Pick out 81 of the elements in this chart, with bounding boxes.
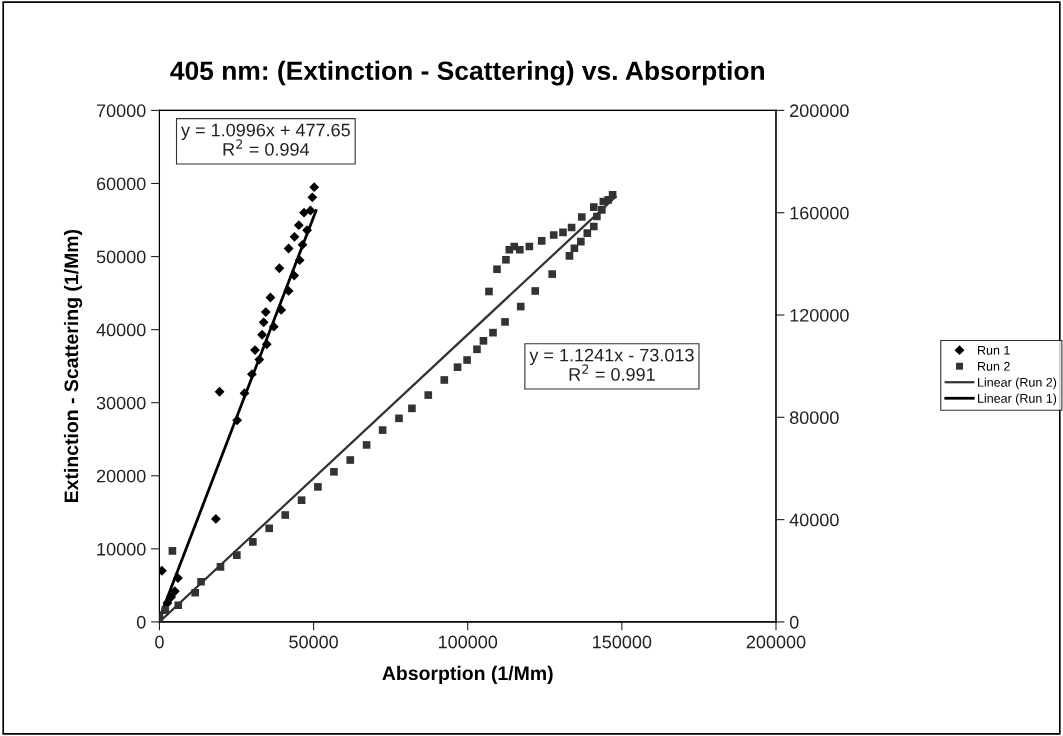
point [489, 328, 497, 337]
point [289, 231, 300, 242]
point [378, 426, 387, 434]
x-axis-title: Absorption (1/Mm) [382, 665, 553, 684]
point [516, 302, 525, 311]
y-tick-label: 60000 [96, 177, 146, 191]
point [549, 231, 558, 239]
annotation: y = 1.1241x - 73.013 R$^{2}$ = 0.991 [529, 348, 694, 381]
point [362, 441, 371, 449]
point [191, 588, 200, 597]
point [330, 467, 338, 476]
point [548, 270, 557, 278]
x-tick-label: 100000 [438, 635, 498, 649]
point [168, 547, 177, 555]
y-tick-label: 40000 [96, 323, 146, 337]
point [281, 511, 290, 519]
point [502, 255, 510, 264]
point [346, 456, 355, 464]
point [314, 483, 322, 491]
point [210, 513, 221, 524]
x-tick-label: 0 [155, 635, 164, 649]
point [274, 263, 285, 274]
point [249, 538, 257, 546]
point [424, 391, 433, 399]
point [293, 220, 304, 231]
point [440, 376, 449, 384]
point [299, 207, 309, 218]
y-tick-label: 50000 [96, 250, 146, 264]
point [395, 414, 403, 423]
point [408, 404, 416, 413]
point [565, 252, 574, 260]
point [577, 213, 586, 221]
y2-tick-label: 0 [789, 615, 799, 629]
point [570, 244, 579, 253]
point [257, 329, 268, 340]
point [283, 243, 294, 254]
y-tick-label: 0 [136, 615, 146, 629]
point [537, 237, 546, 245]
point [265, 524, 274, 533]
annotation: y = 1.0996x + 477.65 R$^{2}$ = 0.994 [181, 123, 350, 156]
point [297, 496, 306, 504]
point [473, 345, 481, 354]
y2-tick-label: 40000 [789, 513, 839, 527]
y2-tick-label: 80000 [789, 411, 839, 425]
point [589, 222, 598, 231]
x-tick-label: 150000 [593, 635, 652, 649]
point [516, 245, 524, 254]
y2-tick-label: 160000 [790, 206, 849, 220]
chart-title: 405 nm: (Extinction - Scattering) vs. Absorption [170, 60, 764, 86]
y2-tick-label: 200000 [790, 104, 849, 118]
y-tick-label: 20000 [96, 469, 146, 483]
y2-tick-label: 120000 [790, 308, 849, 322]
point [493, 265, 501, 274]
point [265, 292, 276, 303]
point [258, 317, 269, 328]
point [559, 228, 567, 237]
point [161, 606, 170, 614]
point [463, 356, 471, 364]
legend-label: Run 1 [978, 345, 1010, 355]
x-tick-label: 50000 [289, 635, 338, 649]
point [309, 182, 320, 193]
point [583, 229, 592, 237]
y-tick-label: 30000 [96, 396, 146, 410]
point [501, 318, 509, 326]
point [577, 237, 585, 246]
legend-label: Linear (Run 1) [978, 393, 1057, 406]
y-tick-label: 10000 [97, 542, 146, 556]
y-axis-title: Extinction - Scattering (1/Mm) [63, 229, 83, 503]
point [214, 386, 225, 397]
x-tick-label: 200000 [746, 635, 806, 649]
point [485, 287, 493, 296]
point [233, 551, 241, 559]
point [260, 307, 271, 317]
point [307, 192, 318, 203]
point [479, 337, 488, 345]
point [453, 363, 462, 371]
legend-label: Linear (Run 2) [978, 377, 1057, 390]
y-tick-label: 70000 [96, 104, 146, 118]
point [531, 287, 540, 295]
point [589, 203, 598, 211]
legend-label: Run 2 [978, 361, 1010, 371]
